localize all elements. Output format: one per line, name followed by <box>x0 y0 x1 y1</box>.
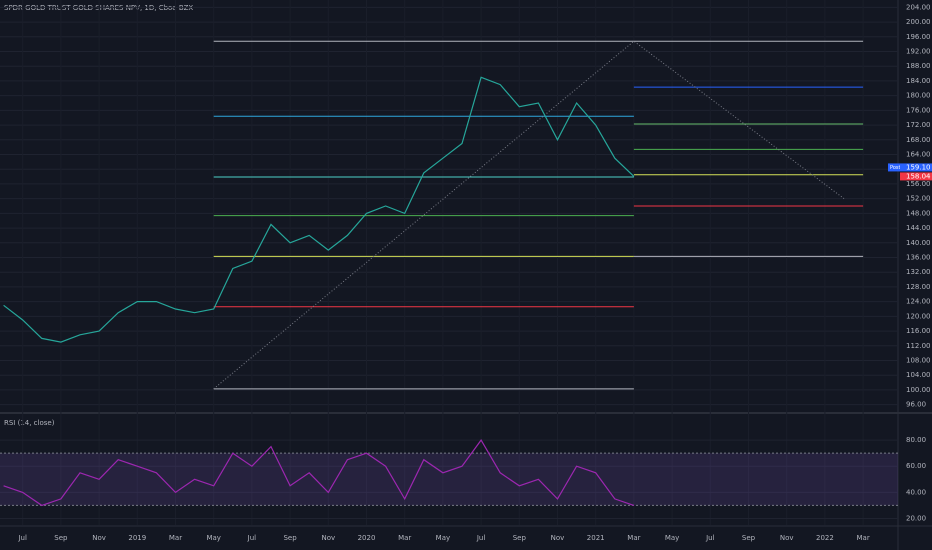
x-tick-label: May <box>206 534 220 542</box>
rsi-band <box>0 453 898 506</box>
y-tick-label: 168.00 <box>906 136 931 144</box>
y-tick-label: 100.00 <box>906 386 931 394</box>
y-tick-label: 96.00 <box>906 401 926 409</box>
y-tick-label: 124.00 <box>906 298 931 306</box>
y-tick-label: 40.00 <box>906 488 926 496</box>
y-tick-label: 164.00 <box>906 151 931 159</box>
x-tick-label: Jul <box>476 534 486 542</box>
y-tick-label: 172.00 <box>906 121 931 129</box>
y-tick-label: 144.00 <box>906 224 931 232</box>
y-tick-label: 60.00 <box>906 462 926 470</box>
y-tick-label: 132.00 <box>906 268 931 276</box>
last-price-box <box>900 172 932 181</box>
y-tick-label: 176.00 <box>906 106 931 114</box>
x-tick-label: Nov <box>321 534 335 542</box>
y-tick-label: 148.00 <box>906 209 931 217</box>
x-tick-label: Sep <box>54 534 68 542</box>
last-price: 158.04 <box>906 172 931 180</box>
y-tick-label: 196.00 <box>906 33 931 41</box>
y-tick-label: 140.00 <box>906 239 931 247</box>
x-tick-label: Nov <box>780 534 794 542</box>
x-tick-label: Nov <box>92 534 106 542</box>
x-tick-label: Mar <box>627 534 640 542</box>
y-tick-label: 184.00 <box>906 77 931 85</box>
x-tick-label: 2019 <box>128 534 146 542</box>
post-badge <box>888 163 900 172</box>
y-tick-label: 180.00 <box>906 92 931 100</box>
y-tick-label: 108.00 <box>906 357 931 365</box>
x-tick-label: Nov <box>551 534 565 542</box>
x-tick-label: 2022 <box>816 534 834 542</box>
y-tick-label: 204.00 <box>906 3 931 11</box>
rsi-title: RSI (14, close) <box>4 419 55 427</box>
y-tick-label: 116.00 <box>906 327 931 335</box>
y-tick-label: 200.00 <box>906 18 931 26</box>
y-tick-label: 156.00 <box>906 180 931 188</box>
post-price: 159.10 <box>906 163 931 171</box>
x-tick-label: 2021 <box>587 534 605 542</box>
y-tick-label: 188.00 <box>906 62 931 70</box>
y-tick-label: 152.00 <box>906 195 931 203</box>
y-tick-label: 136.00 <box>906 254 931 262</box>
y-tick-label: 112.00 <box>906 342 931 350</box>
x-tick-label: Sep <box>283 534 297 542</box>
y-tick-label: 128.00 <box>906 283 931 291</box>
y-tick-label: 120.00 <box>906 312 931 320</box>
series-line <box>3 76 635 343</box>
x-tick-label: May <box>436 534 450 542</box>
x-tick-label: Mar <box>856 534 869 542</box>
y-tick-label: 192.00 <box>906 48 931 56</box>
x-tick-label: Jul <box>247 534 257 542</box>
y-tick-label: 20.00 <box>906 514 926 522</box>
x-tick-label: 2020 <box>358 534 376 542</box>
x-tick-label: Sep <box>513 534 527 542</box>
x-tick-label: Mar <box>398 534 411 542</box>
x-tick-label: Jul <box>17 534 27 542</box>
post-label: Post <box>890 165 901 171</box>
x-tick-label: May <box>665 534 679 542</box>
series-line <box>3 439 635 507</box>
trendline <box>213 40 845 390</box>
y-tick-label: 104.00 <box>906 371 931 379</box>
y-tick-label: 80.00 <box>906 436 926 444</box>
x-tick-label: Mar <box>169 534 182 542</box>
post-price-box <box>900 163 932 172</box>
x-tick-label: Jul <box>705 534 715 542</box>
x-tick-label: Sep <box>742 534 756 542</box>
